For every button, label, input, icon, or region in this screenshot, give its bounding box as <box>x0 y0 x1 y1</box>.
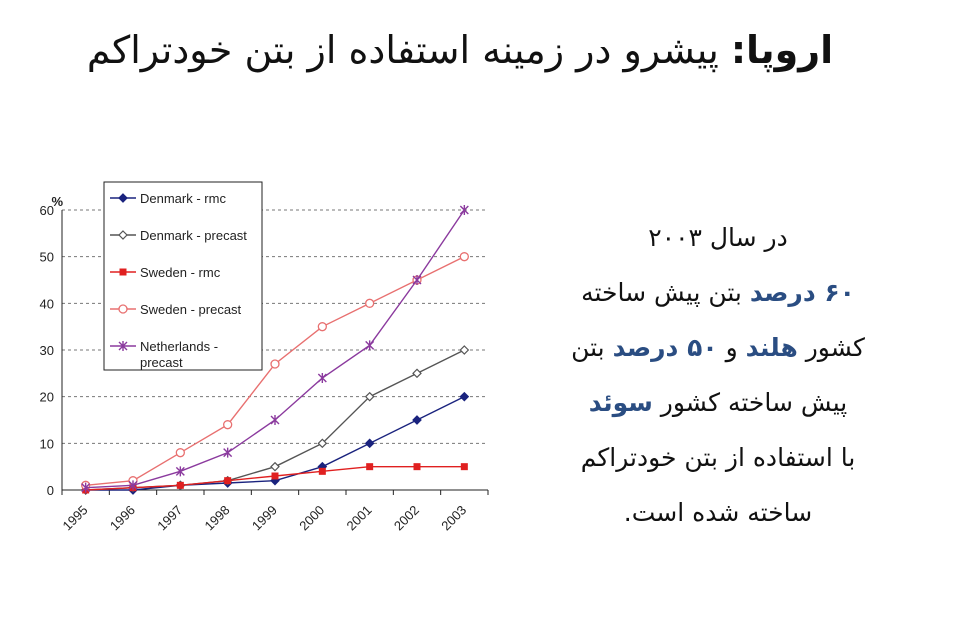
data-point <box>270 415 280 425</box>
data-point <box>317 373 327 383</box>
data-point <box>459 391 470 402</box>
text-line-4-a: پیش ساخته کشور <box>652 388 848 417</box>
data-point <box>175 448 185 458</box>
x-tick-label: 1995 <box>60 502 91 533</box>
title-bold-part: اروپا: <box>730 28 834 72</box>
x-tick-label: 2003 <box>438 502 469 533</box>
legend-swatch-marker <box>118 193 128 203</box>
data-point <box>365 340 375 351</box>
legend-entry-label: Sweden - rmc <box>140 265 221 280</box>
data-point <box>459 205 469 215</box>
y-tick-label: 40 <box>40 296 54 311</box>
text-line-2-rest: بتن پیش ساخته <box>581 278 750 307</box>
text-line-6: ساخته شده است. <box>623 498 813 527</box>
legend-entry-label: Netherlands - <box>140 339 218 354</box>
data-point <box>317 438 328 449</box>
y-axis-unit-label: % <box>51 194 63 209</box>
x-tick-label: 2000 <box>296 502 327 533</box>
data-point <box>270 461 280 472</box>
text-line-5: با استفاده از بتن خودتراکم <box>580 443 856 472</box>
y-tick-label: 60 <box>40 203 54 218</box>
data-point <box>412 275 422 285</box>
data-point <box>271 472 279 480</box>
data-point <box>81 482 91 493</box>
legend-entry-label: Sweden - precast <box>140 302 242 317</box>
text-line-3-e: بتن <box>571 333 613 362</box>
title-rest: پیشرو در زمینه استفاده از بتن خودتراکم <box>86 28 731 72</box>
data-point <box>412 415 422 425</box>
highlight-netherlands: هلند <box>745 333 798 362</box>
x-tick-label: 1999 <box>249 502 280 533</box>
data-point <box>364 438 375 449</box>
text-line-3-c: و <box>717 333 746 362</box>
x-tick-label: 2002 <box>391 502 422 533</box>
text-line-2: ۶۰ درصد بتن پیش ساخته <box>508 265 928 320</box>
y-tick-label: 10 <box>40 436 54 451</box>
y-tick-label: 0 <box>47 483 54 498</box>
legend-box <box>103 181 263 371</box>
text-line-3-a: کشور <box>797 333 865 362</box>
data-point <box>176 481 184 489</box>
data-point <box>175 466 185 477</box>
data-point <box>366 463 374 471</box>
highlight-sweden: سوئد <box>588 388 653 417</box>
x-tick-label: 1996 <box>107 502 138 533</box>
text-line-1: در سال ۲۰۰۳ <box>648 223 788 252</box>
data-point <box>223 447 233 458</box>
y-tick-label: 20 <box>40 390 54 405</box>
y-tick-label: 30 <box>40 343 54 358</box>
y-tick-label: 50 <box>40 250 54 265</box>
legend-entry-label: precast <box>140 355 183 370</box>
data-point <box>224 477 232 485</box>
data-point <box>128 480 138 491</box>
legend-entry-label: Denmark - rmc <box>140 191 226 206</box>
data-point <box>412 368 422 379</box>
line-chart: 0 10 20 30 40 50 60 1995 1996 1997 1998 1999 2000 200… <box>28 178 498 548</box>
data-point <box>318 467 326 475</box>
description-text: در سال ۲۰۰۳ ۶۰ درصد بتن پیش ساخته کشور ه… <box>508 210 928 540</box>
data-point <box>270 359 280 369</box>
legend-swatch-marker <box>118 304 128 314</box>
data-point <box>365 298 375 308</box>
data-point <box>459 252 469 262</box>
data-point <box>459 345 470 355</box>
data-point <box>460 463 468 471</box>
legend-swatch-marker <box>119 268 127 276</box>
text-line-4: پیش ساخته کشور سوئد <box>508 375 928 430</box>
slide-title: اروپا: پیشرو در زمینه استفاده از بتن خود… <box>60 22 860 78</box>
text-line-3: کشور هلند و ۵۰ درصد بتن <box>508 320 928 375</box>
data-point <box>413 463 421 471</box>
highlight-50-percent: ۵۰ درصد <box>612 333 718 362</box>
highlight-60-percent: ۶۰ درصد <box>749 278 855 307</box>
legend-swatch-marker <box>118 341 128 351</box>
x-tick-label: 1998 <box>202 502 233 533</box>
data-point <box>317 322 327 332</box>
legend-swatch-marker <box>118 230 128 240</box>
data-point <box>364 391 375 402</box>
legend-entry-label: Denmark - precast <box>140 228 247 243</box>
x-tick-label: 2001 <box>344 502 375 533</box>
x-tick-label: 1997 <box>154 502 185 533</box>
chart-svg: 0 10 20 30 40 50 60 1995 1996 1997 1998 1999 2000 200… <box>40 181 489 533</box>
data-point <box>223 420 233 430</box>
